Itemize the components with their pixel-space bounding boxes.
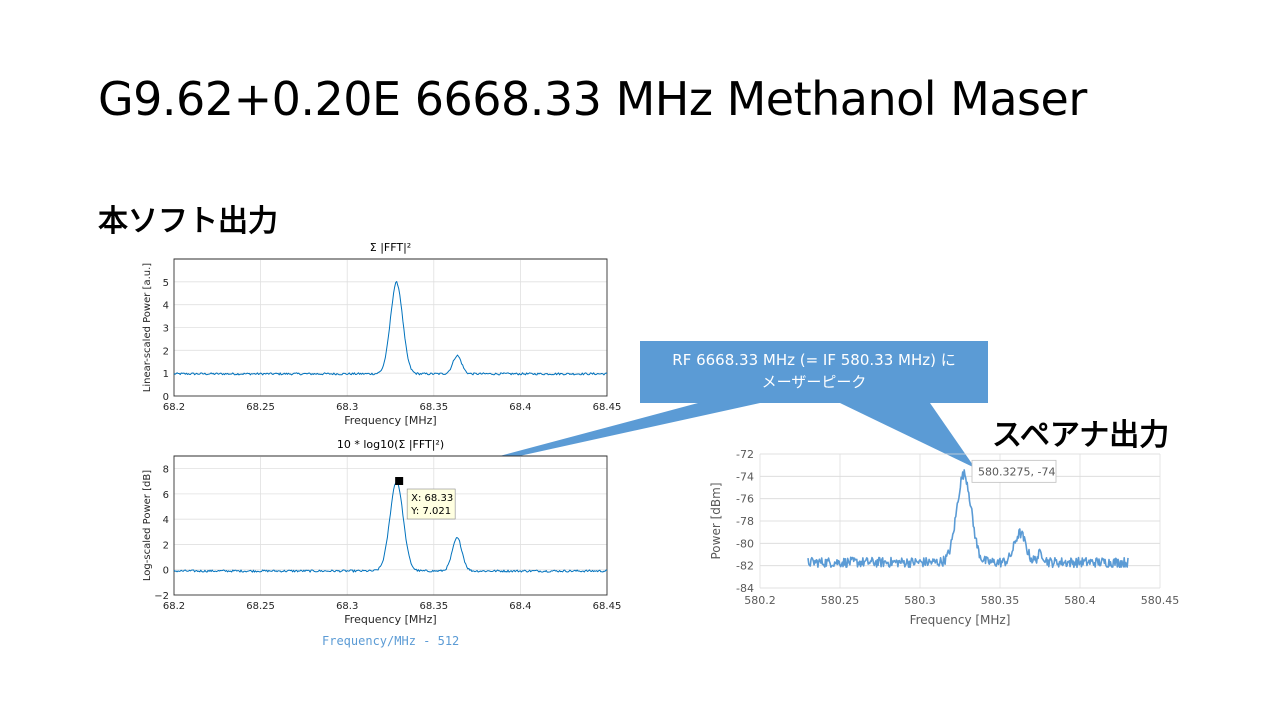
- x-tick-label: 580.35: [981, 594, 1020, 607]
- y-axis-label: Power [dBm]: [709, 483, 723, 560]
- y-tick-label: -72: [736, 448, 754, 461]
- callout-line-2: メーザーピーク: [761, 373, 867, 391]
- section-heading-software: 本ソフト出力: [98, 204, 278, 239]
- y-tick-label: 8: [163, 465, 169, 476]
- y-tick-label: 4: [163, 301, 169, 312]
- x-tick-label: 68.2: [163, 402, 185, 413]
- x-tick-label: 68.45: [593, 402, 622, 413]
- y-tick-label: -84: [736, 582, 754, 595]
- x-axis-label: Frequency [MHz]: [910, 613, 1011, 627]
- data-label-text: 580.3275, -74: [978, 465, 1055, 478]
- plot-axes-border: [173, 258, 608, 397]
- x-tick-label: 68.4: [509, 601, 531, 612]
- y-tick-label: 1: [163, 369, 169, 380]
- x-tick-label: 580.2: [744, 594, 776, 607]
- x-tick-label: 580.45: [1141, 594, 1180, 607]
- y-tick-label: 6: [163, 490, 169, 501]
- plot-axes-frame: [173, 455, 608, 596]
- y-tick-label: -80: [736, 537, 754, 550]
- y-tick-label: 0: [163, 566, 169, 577]
- log-power-plot: 68.2 68.25 68.3 68.35 68.4 68.45 −2 0 2 4 6 8 10 * l…: [142, 438, 621, 626]
- y-tick-label: −2: [154, 591, 169, 602]
- plot-axes-border: [173, 455, 608, 596]
- y-tick-label: 3: [163, 324, 169, 335]
- data-label-box: [971, 459, 1057, 483]
- datatip-x: X: 68.33: [411, 493, 453, 504]
- plot-title: Σ |FFT|²: [370, 241, 411, 254]
- spectrum-analyzer-plot: 580.2 580.25 580.3 580.35 580.4 580.45 -84 -82 -…: [709, 448, 1179, 627]
- data-series-line: [807, 469, 1129, 569]
- y-tick-label: 2: [163, 346, 169, 357]
- y-tick-label: -82: [736, 560, 754, 573]
- plot-title: 10 * log10(Σ |FFT|²): [337, 438, 444, 451]
- x-tick-label: 68.3: [336, 601, 358, 612]
- x-tick-label: 68.2: [163, 601, 185, 612]
- callout-pointer-right: [840, 403, 975, 468]
- x-tick-label: 68.25: [246, 601, 275, 612]
- x-tick-label: 68.25: [246, 402, 275, 413]
- data-series-line: [173, 281, 608, 376]
- y-axis-label: Linear-scaled Power [a.u.]: [142, 263, 153, 392]
- y-tick-label: -76: [736, 493, 754, 506]
- callout-line-1: RF 6668.33 MHz (= IF 580.33 MHz) に: [672, 351, 956, 369]
- x-tick-label: 68.4: [509, 402, 531, 413]
- x-tick-label: 68.35: [419, 402, 448, 413]
- y-axis-label: Log-scaled Power [dB]: [142, 470, 153, 581]
- y-tick-label: -74: [736, 470, 754, 483]
- y-tick-label: 5: [163, 278, 169, 289]
- datatip-marker: [395, 477, 404, 486]
- x-tick-label: 68.35: [419, 601, 448, 612]
- y-tick-label: -78: [736, 515, 754, 528]
- x-axis-label: Frequency [MHz]: [344, 613, 436, 626]
- linear-power-plot: 68.2 68.25 68.3 68.35 68.4 68.45 0 1 2 3 4 5 Σ |FFT|…: [142, 241, 621, 427]
- datatip-y: Y: 7.021: [410, 506, 451, 517]
- slide-title: G9.62+0.20E 6668.33 MHz Methanol Maser: [98, 72, 1087, 126]
- x-axis-label: Frequency [MHz]: [344, 414, 436, 427]
- x-tick-label: 580.3: [904, 594, 936, 607]
- x-tick-label: 580.25: [821, 594, 860, 607]
- x-tick-label: 68.3: [336, 402, 358, 413]
- frequency-caption: Frequency/MHz - 512: [322, 634, 460, 648]
- x-tick-label: 580.4: [1064, 594, 1096, 607]
- datatip-box: [406, 488, 456, 520]
- section-heading-spectrum-analyzer: スペアナ出力: [992, 418, 1170, 453]
- y-tick-label: 0: [163, 392, 169, 403]
- y-tick-label: 4: [163, 515, 169, 526]
- x-tick-label: 68.45: [593, 601, 622, 612]
- callout-box: RF 6668.33 MHz (= IF 580.33 MHz) に メーザーピ…: [640, 341, 988, 403]
- data-series-line: [173, 480, 608, 573]
- y-tick-label: 2: [163, 540, 169, 551]
